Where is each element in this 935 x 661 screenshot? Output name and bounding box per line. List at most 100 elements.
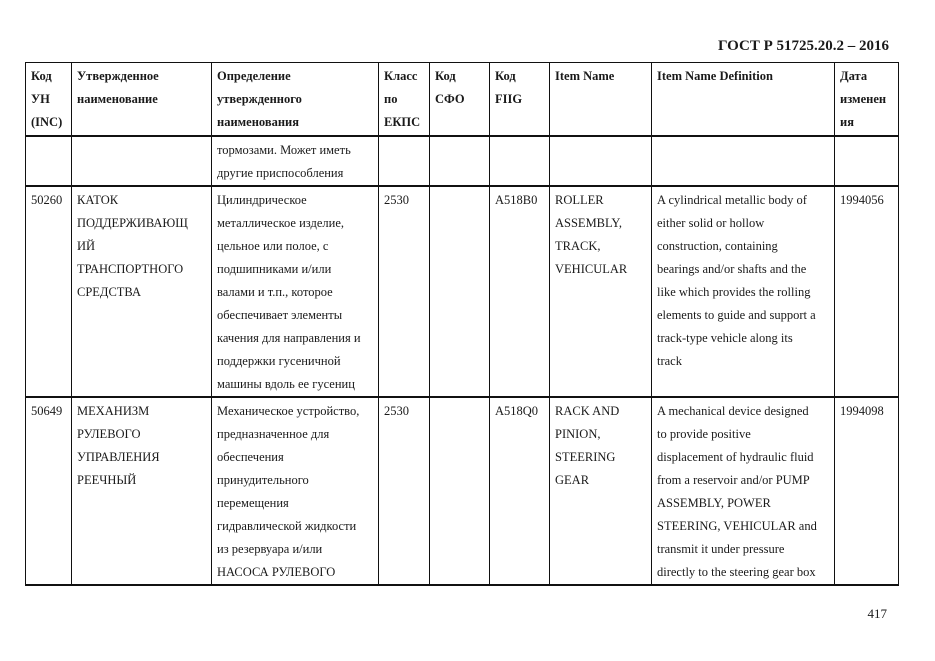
item-name-definition-text: displacement of hydraulic fluid [657,450,814,464]
approved-name-text: ПОДДЕРЖИВАЮЩ [77,216,188,230]
change-date-cell: Дата изменен ия [834,62,899,137]
change-date-text: Дата [840,69,868,83]
change-date-text: ия [840,115,854,129]
approved-name-cell: МЕХАНИЗМ РУЛЕВОГО УПРАВЛЕНИЯ РЕЕЧНЫЙ [71,396,212,586]
ekps-class-text: Класс [384,69,418,83]
item-name-text: STEERING [555,450,616,464]
approved-name-text: УПРАВЛЕНИЯ [77,450,160,464]
sfo-code-text: СФО [435,92,465,106]
approved-name-text: РЕЕЧНЫЙ [77,473,137,487]
approved-name-text: РУЛЕВОГО [77,427,141,441]
definition-text: НАСОСА РУЛЕВОГО [217,565,336,579]
item-name-text: Item Name [555,69,615,83]
approved-name-text: ТРАНСПОРТНОГО [77,262,184,276]
definition-text: подшипниками и/или [217,262,332,276]
definition-text: из резервуара и/или [217,542,323,556]
item-name-definition-text: ASSEMBLY, POWER [657,496,771,510]
approved-name-cell: Утвержденное наименование [71,62,212,137]
sfo-code-cell [429,135,490,187]
header-row: Код УН (INC) Утвержденное наименование Опреде… [25,62,899,137]
ekps-class-text: 2530 [384,404,409,418]
approved-name-text: ИЙ [77,239,96,253]
definition-text: Определение [217,69,291,83]
definition-cell: тормозами. Может иметь другие приспособле… [211,135,379,187]
sfo-code-cell [429,185,490,398]
definition-text: обеспечивает элементы [217,308,343,322]
item-name-definition-text: directly to the steering gear box [657,565,816,579]
item-name-definition-cell: Item Name Definition [651,62,835,137]
standard-header: ГОСТ Р 51725.20.2 – 2016 [717,38,889,54]
definition-text: Цилиндрическое [217,193,307,207]
item-name-text: RACK AND [555,404,620,418]
change-date-text: изменен [840,92,887,106]
item-name-definition-text: A mechanical device designed [657,404,809,418]
item-name-definition-cell [651,135,835,187]
fiig-code-text: A518B0 [495,193,538,207]
approved-name-text: КАТОК [77,193,119,207]
definition-cell: Механическое устройство, предназначенное … [211,396,379,586]
page-number: 417 [867,606,888,621]
inc-code-text: 50260 [31,193,63,207]
ekps-class-cell: 2530 [378,185,430,398]
item-name-definition-text: from a reservoir and/or PUMP [657,473,810,487]
definition-text: принудительного [217,473,309,487]
inc-code-text: (INC) [31,115,63,129]
definition-text: утвержденного [217,92,302,106]
definition-text: предназначенное для [217,427,330,441]
change-date-cell: 1994098 [834,396,899,586]
fiig-code-cell: A518B0 [489,185,550,398]
fiig-code-text: Код [495,69,516,83]
item-name-cell: Item Name [549,62,652,137]
item-name-definition-text: bearings and/or shafts and the [657,262,807,276]
table-row: 50649 МЕХАНИЗМ РУЛЕВОГО УПРАВЛЕНИЯ РЕЕЧНЫЙ Ме… [25,396,899,586]
item-name-text: GEAR [555,473,590,487]
ekps-class-cell [378,135,430,187]
change-date-text: 1994056 [840,193,884,207]
approved-name-text: наименование [77,92,158,106]
sfo-code-cell [429,396,490,586]
item-name-definition-cell: A cylindrical metallic body of either sol… [651,185,835,398]
ekps-class-text: по [384,92,398,106]
item-name-definition-text: STEERING, VEHICULAR and [657,519,817,533]
catalog-table: Код УН (INC) Утвержденное наименование Опреде… [25,62,899,586]
item-name-text: VEHICULAR [555,262,628,276]
fiig-code-text: A518Q0 [495,404,539,418]
inc-code-cell: 50649 [25,396,72,586]
inc-code-text: Код [31,69,52,83]
definition-text: цельное или полое, с [217,239,329,253]
inc-code-text: 50649 [31,404,63,418]
table-row: тормозами. Может иметь другие приспособле… [25,135,899,187]
inc-code-text: УН [31,92,50,106]
approved-name-cell: КАТОК ПОДДЕРЖИВАЮЩ ИЙ ТРАНСПОРТНОГО СРЕДСТВА [71,185,212,398]
definition-text: обеспечения [217,450,284,464]
item-name-cell: ROLLER ASSEMBLY, TRACK, VEHICULAR [549,185,652,398]
change-date-text: 1994098 [840,404,884,418]
approved-name-text: СРЕДСТВА [77,285,142,299]
definition-text: машины вдоль ее гусениц [217,377,355,391]
item-name-text: ROLLER [555,193,604,207]
inc-code-cell: Код УН (INC) [25,62,72,137]
item-name-definition-text: transmit it under pressure [657,542,785,556]
ekps-class-text: ЕКПС [384,115,421,129]
item-name-definition-text: to provide positive [657,427,751,441]
definition-text: качения для направления и [217,331,361,345]
item-name-definition-text: track-type vehicle along its [657,331,793,345]
sfo-code-text: Код [435,69,456,83]
fiig-code-cell: A518Q0 [489,396,550,586]
item-name-definition-text: elements to guide and support a [657,308,816,322]
definition-text: гидравлической жидкости [217,519,357,533]
item-name-definition-text: like which provides the rolling [657,285,811,299]
approved-name-text: Утвержденное [77,69,159,83]
item-name-definition-text: A cylindrical metallic body of [657,193,807,207]
item-name-cell: RACK AND PINION, STEERING GEAR [549,396,652,586]
fiig-code-cell: Код FIIG [489,62,550,137]
inc-code-cell [25,135,72,187]
definition-text: Механическое устройство, [217,404,360,418]
definition-cell: Цилиндрическое металлическое изделие, цель… [211,185,379,398]
sfo-code-cell: Код СФО [429,62,490,137]
definition-text: поддержки гусеничной [217,354,341,368]
definition-text: другие приспособления [217,166,344,180]
item-name-text: ASSEMBLY, [555,216,622,230]
definition-text: перемещения [217,496,289,510]
